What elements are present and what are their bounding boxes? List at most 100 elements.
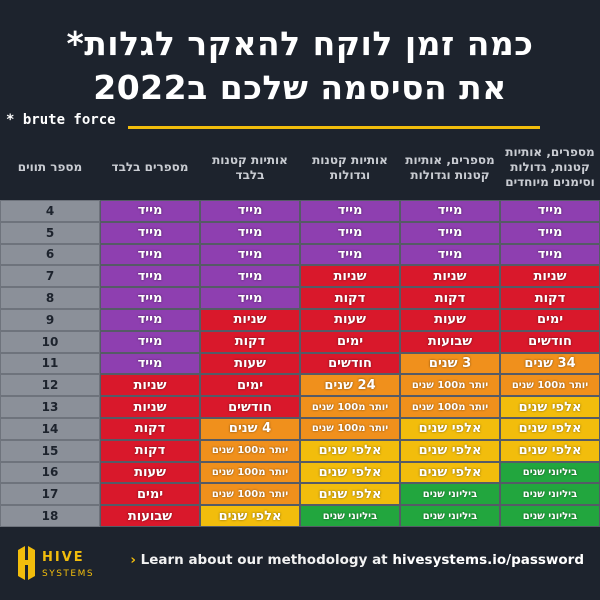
cell: מייד: [100, 200, 200, 222]
cell: מייד: [100, 243, 200, 266]
cell: ימים: [100, 483, 200, 506]
cell: ימים: [300, 330, 400, 353]
char-count: 12: [0, 374, 100, 397]
cell: מייד: [300, 200, 400, 222]
cell: ביליוני שנים: [500, 483, 600, 506]
char-count: 15: [0, 439, 100, 462]
cell: חודשים: [300, 352, 400, 375]
char-count: 16: [0, 461, 100, 484]
cell: מייד: [200, 287, 300, 309]
cell: שניות: [200, 308, 300, 331]
char-count: 8: [0, 287, 100, 309]
cell: מייד: [100, 265, 200, 288]
cell: יותר מ100 שנים: [400, 374, 500, 397]
cell: מייד: [100, 221, 200, 244]
cell: מייד: [500, 221, 600, 244]
footer-text: › Learn about our methodology at hivesys…: [130, 552, 584, 568]
char-count: 13: [0, 396, 100, 418]
cell: מייד: [500, 243, 600, 266]
cell: מייד: [300, 221, 400, 244]
cell: אלפי שנים: [300, 461, 400, 484]
cell: מייד: [200, 200, 300, 222]
cell: ביליוני שנים: [300, 505, 400, 527]
cell: חודשים: [500, 330, 600, 353]
footer: HIVE SYSTEMS › Learn about our methodolo…: [0, 540, 600, 585]
cell: מייד: [100, 352, 200, 375]
cell: יותר מ100 שנים: [300, 417, 400, 440]
cell: חודשים: [200, 396, 300, 418]
char-count: 7: [0, 265, 100, 288]
cell: דקות: [100, 417, 200, 440]
cell: מייד: [200, 243, 300, 266]
cell: מייד: [500, 200, 600, 222]
column-header: מספר תווים: [17, 160, 83, 174]
cell: אלפי שנים: [400, 417, 500, 440]
cell: שעות: [200, 352, 300, 375]
char-count: 6: [0, 243, 100, 266]
cell: 34 שנים: [500, 352, 600, 375]
title: כמה זמן לוקח להאקר לגלות* את הסיסמה שלכם…: [10, 22, 590, 110]
cell: שעות: [300, 308, 400, 331]
cell: יותר מ100 שנים: [200, 461, 300, 484]
cell: מייד: [400, 221, 500, 244]
cell: שעות: [400, 308, 500, 331]
cell: אלפי שנים: [500, 439, 600, 462]
logo-top: HIVE: [42, 550, 85, 565]
column-header: מספרים, אותיות קטנות וגדולות: [405, 152, 495, 182]
cell: ימים: [200, 374, 300, 397]
cell: ביליוני שנים: [400, 505, 500, 527]
note: * brute force: [6, 112, 116, 128]
cell: מייד: [100, 308, 200, 331]
chevron: ›: [130, 552, 136, 568]
cell: ביליוני שנים: [500, 461, 600, 484]
column-header: מספרים בלבד: [111, 160, 189, 174]
char-count: 11: [0, 352, 100, 375]
cell: 3 שנים: [400, 352, 500, 375]
cell: מייד: [400, 200, 500, 222]
cell: אלפי שנים: [300, 439, 400, 462]
char-count: 4: [0, 200, 100, 222]
cell: מייד: [200, 265, 300, 288]
cell: 4 שנים: [200, 417, 300, 440]
char-count: 14: [0, 417, 100, 440]
cell: שניות: [500, 265, 600, 288]
methodology-text: Learn about our methodology at: [140, 552, 388, 568]
methodology-link[interactable]: hivesystems.io/password: [392, 552, 584, 568]
char-count: 10: [0, 330, 100, 353]
table: מספר תווים מספרים בלבד אותיות קטנות בלבד או…: [0, 135, 600, 527]
column-header: אותיות קטנות וגדולות: [312, 152, 388, 182]
cell: שניות: [400, 265, 500, 288]
char-count: 5: [0, 221, 100, 244]
cell: דקות: [300, 287, 400, 309]
cell: אלפי שנים: [400, 461, 500, 484]
title-line: את הסיסמה שלכם ב2022: [93, 68, 507, 107]
cell: דקות: [200, 330, 300, 353]
cell: שבועות: [100, 505, 200, 527]
cell: אלפי שנים: [500, 396, 600, 418]
cell: 24 שנים: [300, 374, 400, 397]
underline: [128, 126, 540, 129]
cell: מייד: [200, 221, 300, 244]
cell: אלפי שנים: [300, 483, 400, 506]
cell: ביליוני שנים: [400, 483, 500, 506]
cell: אלפי שנים: [200, 505, 300, 527]
cell: שעות: [100, 461, 200, 484]
cell: ימים: [500, 308, 600, 331]
cell: יותר מ100 שנים: [300, 396, 400, 418]
cell: מייד: [300, 243, 400, 266]
cell: מייד: [400, 243, 500, 266]
cell: דקות: [500, 287, 600, 309]
cell: שניות: [100, 374, 200, 397]
cell: יותר מ100 שנים: [400, 396, 500, 418]
cell: אלפי שנים: [400, 439, 500, 462]
cell: שניות: [100, 396, 200, 418]
cell: ביליוני שנים: [500, 505, 600, 527]
char-count: 9: [0, 308, 100, 331]
char-count: 17: [0, 483, 100, 506]
cell: שניות: [300, 265, 400, 288]
logo-bottom: SYSTEMS: [42, 569, 94, 579]
title-line: כמה זמן לוקח להאקר לגלות*: [66, 24, 534, 63]
cell: דקות: [400, 287, 500, 309]
logo: HIVE SYSTEMS: [18, 546, 94, 580]
